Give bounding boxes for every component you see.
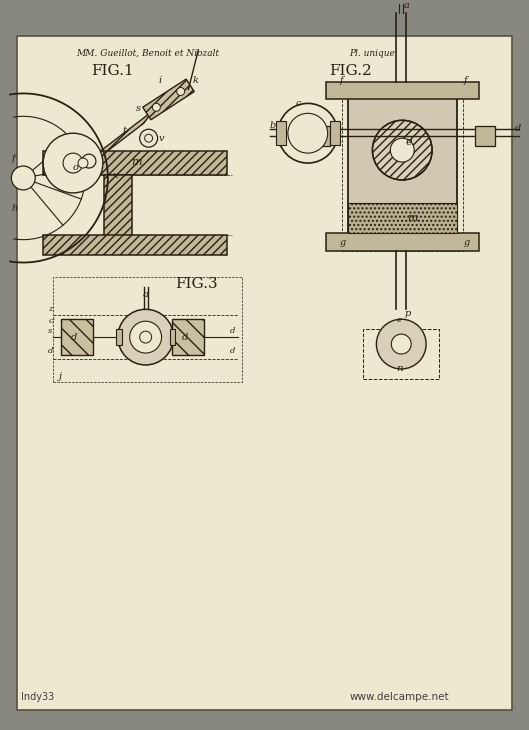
Text: d: d xyxy=(48,347,53,355)
Text: c: c xyxy=(296,99,302,108)
Circle shape xyxy=(144,134,152,142)
Circle shape xyxy=(140,129,158,147)
Text: n: n xyxy=(396,364,403,373)
Circle shape xyxy=(278,104,338,163)
Text: FIG.1: FIG.1 xyxy=(91,64,134,77)
Text: www.delcampe.net: www.delcampe.net xyxy=(350,692,449,702)
Text: d: d xyxy=(515,124,521,134)
Text: s: s xyxy=(48,327,52,335)
Bar xyxy=(310,126,330,146)
Text: FIG.3: FIG.3 xyxy=(176,277,218,291)
Bar xyxy=(172,319,204,355)
Text: t: t xyxy=(123,126,127,135)
Circle shape xyxy=(43,133,103,193)
Polygon shape xyxy=(84,110,153,169)
Bar xyxy=(276,121,286,145)
Text: d: d xyxy=(71,333,77,342)
Text: f: f xyxy=(11,154,15,163)
Bar xyxy=(330,121,340,145)
Text: a: a xyxy=(143,291,149,299)
Text: Indy33: Indy33 xyxy=(21,692,54,702)
Bar xyxy=(475,126,495,146)
Text: x: x xyxy=(113,171,118,180)
Bar xyxy=(348,203,457,233)
Bar xyxy=(348,88,457,245)
Circle shape xyxy=(11,166,35,190)
Text: v: v xyxy=(159,134,164,143)
Text: s: s xyxy=(136,104,141,113)
Circle shape xyxy=(390,138,414,162)
Text: d: d xyxy=(181,333,188,342)
Text: h: h xyxy=(11,204,17,213)
Bar xyxy=(104,175,132,238)
Text: d: d xyxy=(230,347,235,355)
Bar xyxy=(116,329,122,345)
Circle shape xyxy=(140,331,152,343)
Text: b: b xyxy=(270,121,276,130)
Text: a: a xyxy=(403,1,409,10)
Text: f: f xyxy=(340,77,343,85)
Circle shape xyxy=(288,113,327,153)
Circle shape xyxy=(177,88,185,96)
Text: p: p xyxy=(404,310,411,318)
Bar xyxy=(326,82,479,99)
Bar xyxy=(326,233,479,250)
Bar xyxy=(169,329,176,345)
Text: o: o xyxy=(73,163,79,172)
Text: e: e xyxy=(396,316,402,324)
Circle shape xyxy=(130,321,161,353)
Circle shape xyxy=(82,154,96,168)
Text: k: k xyxy=(193,77,198,85)
Polygon shape xyxy=(143,79,194,120)
Text: j: j xyxy=(59,372,62,381)
Text: FIG.2: FIG.2 xyxy=(330,64,372,77)
Circle shape xyxy=(377,319,426,369)
Bar xyxy=(342,82,463,250)
Circle shape xyxy=(118,310,174,365)
Circle shape xyxy=(391,334,411,354)
Text: Pl. unique: Pl. unique xyxy=(350,49,395,58)
Text: g: g xyxy=(340,238,346,247)
Bar xyxy=(53,277,242,382)
Bar xyxy=(61,319,93,355)
Text: MM. Gueillot, Benoit et Niozalt: MM. Gueillot, Benoit et Niozalt xyxy=(76,49,219,58)
Text: c': c' xyxy=(48,318,55,325)
Bar xyxy=(363,329,439,379)
Text: m: m xyxy=(131,157,141,167)
Text: m: m xyxy=(407,212,418,223)
Circle shape xyxy=(78,158,88,168)
Bar xyxy=(43,151,227,175)
Circle shape xyxy=(63,153,83,173)
Circle shape xyxy=(152,104,160,111)
Text: i: i xyxy=(159,77,162,85)
Text: f: f xyxy=(464,77,468,85)
Circle shape xyxy=(372,120,432,180)
Text: e: e xyxy=(405,137,412,147)
Bar xyxy=(43,234,227,255)
Text: z: z xyxy=(48,305,52,313)
Text: d: d xyxy=(230,327,235,335)
Text: g: g xyxy=(464,238,470,247)
